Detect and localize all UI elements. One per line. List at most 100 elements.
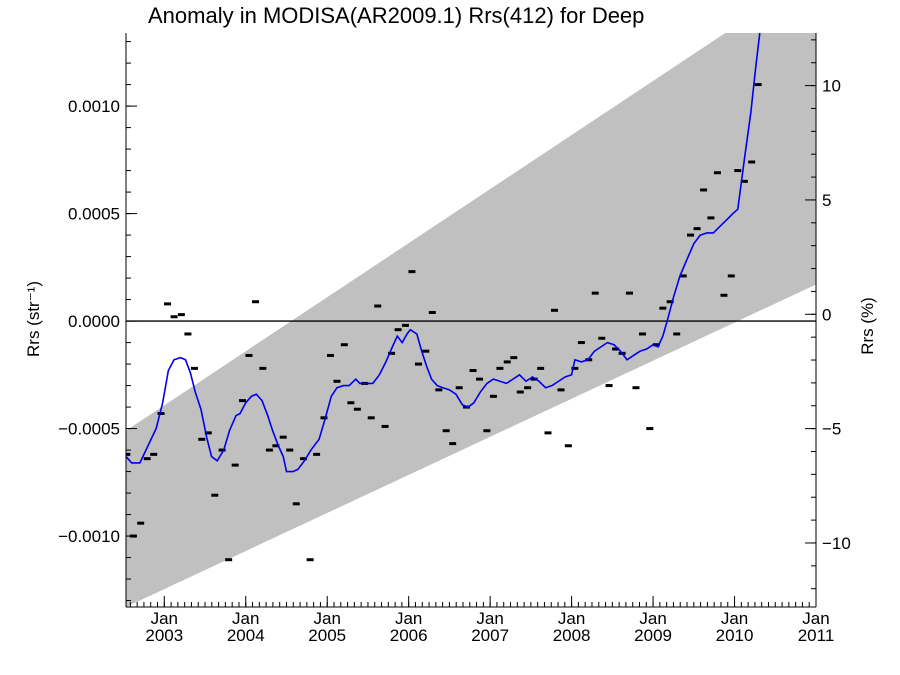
data-point [754,83,762,87]
data-point [483,429,491,433]
data-point [265,448,273,452]
data-point [401,323,409,327]
data-point [700,188,708,192]
data-point [605,384,613,388]
data-point [245,353,253,357]
data-point [598,336,606,340]
data-point [340,343,348,347]
data-point [524,386,532,390]
data-point [734,169,742,173]
data-points [126,83,762,562]
data-point [428,310,436,314]
data-point [537,366,545,370]
data-point [204,431,212,435]
x-tick-month-label: Jan [395,609,422,628]
data-point [646,427,654,431]
data-point [476,377,484,381]
y-tick-label: 0.0010 [68,97,120,116]
x-tick-label: 2007 [471,626,509,645]
y-tick-label: −0.0010 [58,527,120,546]
x-tick-label: 2008 [553,626,591,645]
x-tick-month-label: Jan [314,609,341,628]
y-tick-label: −0.0005 [58,420,120,439]
data-point [707,216,715,220]
data-point [306,558,314,562]
data-point [638,332,646,336]
data-point [544,431,552,435]
data-point [326,353,334,357]
data-point [422,349,430,353]
x-tick-month-label: Jan [802,609,829,628]
data-point [551,308,559,312]
data-point [313,452,321,456]
data-point [170,315,178,319]
data-point [184,332,192,336]
x-tick-month-label: Jan [721,609,748,628]
x-tick-month-label: Jan [151,609,178,628]
data-point [510,356,518,360]
x-tick-label: 2010 [716,626,754,645]
data-point [286,448,294,452]
y2-tick-label: 10 [822,77,841,96]
data-point [157,412,165,416]
data-point [679,274,687,278]
data-point [333,379,341,383]
y2-tick-label: −5 [822,420,841,439]
data-point [225,558,233,562]
data-point [272,444,280,448]
x-tick-label: 2011 [798,626,835,645]
y2-tick-label: 5 [822,191,831,210]
data-point [632,386,640,390]
data-point [612,347,620,351]
axes: −0.0010 −0.0005 0.0000 0.0005 0.0010 −10 −5 0 5 1… [58,33,851,645]
data-point [300,457,308,461]
x-tick-month-label: Jan [639,609,666,628]
data-point [177,313,185,317]
data-point [143,457,151,461]
data-point [252,300,260,304]
data-point [414,362,422,366]
data-point [126,452,131,456]
x-tick-label: 2009 [634,626,672,645]
chart-title: Anomaly in MODISA(AR2009.1) Rrs(412) for… [148,3,644,28]
uncertainty-band [126,33,816,607]
y-tick-label: 0.0000 [68,312,120,331]
data-point [231,463,239,467]
data-point [727,274,735,278]
data-point [211,493,219,497]
data-point [496,366,504,370]
data-point [740,179,748,183]
data-point [577,341,585,345]
x-tick-label: 2003 [145,626,183,645]
data-point [666,300,674,304]
data-point [320,416,328,420]
data-point [190,366,198,370]
data-point [469,369,477,373]
data-point [218,448,226,452]
data-point [374,304,382,308]
data-point [292,502,300,506]
data-point [693,227,701,231]
data-point [381,424,389,428]
data-point [408,270,416,274]
data-point [713,171,721,175]
y-tick-label: 0.0005 [68,205,120,224]
x-tick-month-label: Jan [476,609,503,628]
data-point [455,386,463,390]
data-point [238,399,246,403]
x-tick-label: 2006 [390,626,428,645]
x-tick-month-label: Jan [232,609,259,628]
data-point [198,437,206,441]
data-point [591,291,599,295]
x-tick-label: 2005 [308,626,346,645]
data-point [259,366,267,370]
data-point [164,302,172,306]
y2-tick-label: −10 [822,534,851,553]
data-point [673,332,681,336]
data-point [137,521,145,525]
y-axis-label: Rrs (str⁻¹) [24,281,43,357]
data-point [367,416,375,420]
data-point [347,401,355,405]
data-point [353,407,361,411]
